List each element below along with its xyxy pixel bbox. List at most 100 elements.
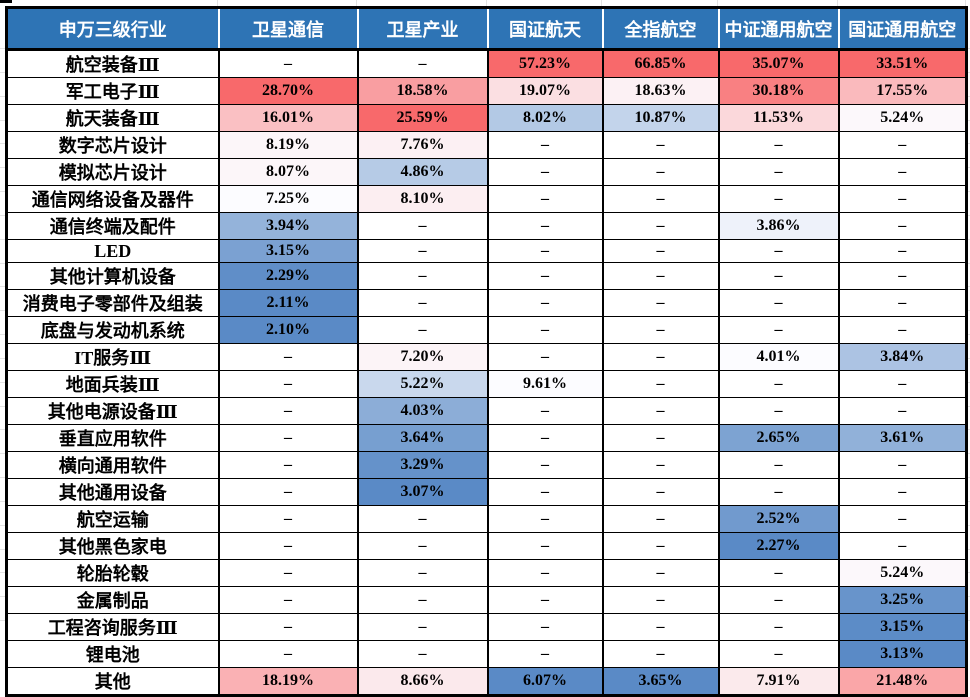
weight-cell-empty: – — [356, 316, 489, 344]
col-header-industry: 申万三级行业 — [5, 7, 219, 51]
weight-cell: 8.10% — [356, 185, 489, 213]
table-row: 通信网络设备及器件 7.25% 8.10% – – – – — [5, 185, 968, 213]
weight-cell: 25.59% — [356, 104, 489, 132]
industry-label: 模拟芯片设计 — [5, 158, 220, 186]
weight-cell: 3.64% — [356, 424, 489, 452]
weight-cell-empty: – — [356, 532, 489, 560]
weight-cell-empty: – — [601, 185, 720, 213]
weight-cell-empty: – — [837, 505, 968, 533]
weight-cell-empty: – — [837, 532, 968, 560]
weight-cell-empty: – — [486, 505, 604, 533]
weight-cell-empty: – — [601, 505, 720, 533]
col-header-satellite-comm: 卫星通信 — [217, 7, 358, 51]
weight-cell: 2.52% — [717, 505, 840, 533]
weight-cell-empty: – — [217, 424, 359, 452]
table-row: 航空装备Ⅲ – –57.23% 66.85% 35.07% 33.51% — [5, 49, 968, 78]
weight-cell-empty: – — [486, 158, 604, 186]
weight-cell-empty: – — [486, 478, 604, 506]
weight-cell-empty: – — [837, 316, 968, 344]
weight-cell: 28.70% — [217, 77, 359, 105]
weight-cell: 2.11% — [217, 289, 359, 317]
weight-cell-empty: – — [717, 586, 840, 614]
table-row: 通信终端及配件 3.94% – – –3.86% – — [5, 212, 968, 240]
industry-label: 军工电子Ⅲ — [5, 77, 220, 105]
weight-cell-empty: – — [486, 613, 604, 641]
weight-cell-empty: – — [601, 131, 720, 159]
weight-cell: 3.94% — [217, 212, 359, 240]
industry-label: 横向通用软件 — [5, 451, 220, 479]
industry-label: 其他 — [5, 667, 220, 696]
weight-cell-empty: – — [601, 451, 720, 479]
industry-label: IT服务Ⅲ — [5, 343, 220, 371]
weight-cell: 8.66% — [356, 667, 489, 696]
weight-cell-empty: – — [601, 586, 720, 614]
weight-cell-empty: – — [601, 316, 720, 344]
industry-label: 数字芯片设计 — [5, 131, 220, 159]
table-row: IT服务Ⅲ –7.20% – –4.01% 3.84% — [5, 343, 968, 371]
col-header-csi-general-aviation: 中证通用航空 — [717, 7, 839, 51]
table-row: 垂直应用软件 –3.64% – –2.65% 3.61% — [5, 424, 968, 452]
industry-weight-heatmap-table: 申万三级行业 卫星通信 卫星产业 国证航天 全指航空 中证通用航空 国证通用航空… — [5, 6, 968, 697]
weight-cell-empty: – — [217, 451, 359, 479]
weight-cell: 2.10% — [217, 316, 359, 344]
weight-cell-empty: – — [217, 586, 359, 614]
weight-cell-empty: – — [356, 262, 489, 290]
weight-cell-empty: – — [217, 370, 359, 398]
weight-cell-empty: – — [486, 397, 604, 425]
weight-cell-empty: – — [717, 478, 840, 506]
weight-cell-empty: – — [356, 505, 489, 533]
table-row: 锂电池 – – – – –3.13% — [5, 640, 968, 668]
weight-cell-empty: – — [837, 397, 968, 425]
weight-cell-empty: – — [601, 532, 720, 560]
weight-cell-empty: – — [601, 424, 720, 452]
weight-cell: 3.15% — [837, 613, 968, 641]
weight-cell-empty: – — [837, 451, 968, 479]
weight-cell-empty: – — [486, 212, 604, 240]
industry-label: 通信终端及配件 — [5, 212, 220, 240]
weight-cell-empty: – — [837, 212, 968, 240]
weight-cell-empty: – — [717, 613, 840, 641]
weight-cell: 18.58% — [356, 77, 489, 105]
weight-cell-empty: – — [837, 131, 968, 159]
weight-cell: 18.19% — [217, 667, 359, 696]
weight-cell-empty: – — [837, 370, 968, 398]
weight-cell: 35.07% — [717, 49, 840, 78]
industry-label: 金属制品 — [5, 586, 220, 614]
weight-cell: 2.65% — [717, 424, 840, 452]
weight-cell: 3.84% — [837, 343, 968, 371]
weight-cell-empty: – — [837, 239, 968, 263]
weight-cell: 9.61% — [486, 370, 604, 398]
weight-cell-empty: – — [486, 343, 604, 371]
weight-cell-empty: – — [217, 397, 359, 425]
weight-cell: 8.19% — [217, 131, 359, 159]
weight-cell: 4.03% — [356, 397, 489, 425]
weight-cell: 3.07% — [356, 478, 489, 506]
weight-cell-empty: – — [217, 640, 359, 668]
weight-cell: 17.55% — [837, 77, 968, 105]
table-row: 其他黑色家电 – – – –2.27% – — [5, 532, 968, 560]
weight-cell: 4.86% — [356, 158, 489, 186]
industry-label: 地面兵装Ⅲ — [5, 370, 220, 398]
industry-label: 其他通用设备 — [5, 478, 220, 506]
weight-cell-empty: – — [601, 239, 720, 263]
weight-cell-empty: – — [217, 532, 359, 560]
header-row: 申万三级行业 卫星通信 卫星产业 国证航天 全指航空 中证通用航空 国证通用航空 — [5, 7, 967, 51]
table-body: 航空装备Ⅲ – –57.23% 66.85% 35.07% 33.51% 军工电子Ⅲ 28.7… — [5, 49, 968, 696]
weight-cell-empty: – — [356, 640, 489, 668]
weight-cell-empty: – — [717, 640, 840, 668]
weight-cell-empty: – — [486, 239, 604, 263]
weight-cell: 3.86% — [717, 212, 840, 240]
weight-cell-empty: – — [217, 478, 359, 506]
weight-cell: 3.65% — [601, 667, 720, 696]
weight-cell: 18.63% — [601, 77, 720, 105]
table-row: 工程咨询服务Ⅲ – – – – –3.15% — [5, 613, 968, 641]
weight-cell: 2.29% — [217, 262, 359, 290]
table-header: 申万三级行业 卫星通信 卫星产业 国证航天 全指航空 中证通用航空 国证通用航空 — [5, 7, 967, 51]
weight-cell-empty: – — [837, 158, 968, 186]
weight-cell-empty: – — [486, 262, 604, 290]
weight-cell-empty: – — [356, 613, 489, 641]
weight-cell-empty: – — [217, 505, 359, 533]
weight-cell-empty: – — [717, 185, 840, 213]
table-row: 航空运输 – – – –2.52% – — [5, 505, 968, 533]
industry-label: 锂电池 — [5, 640, 220, 668]
